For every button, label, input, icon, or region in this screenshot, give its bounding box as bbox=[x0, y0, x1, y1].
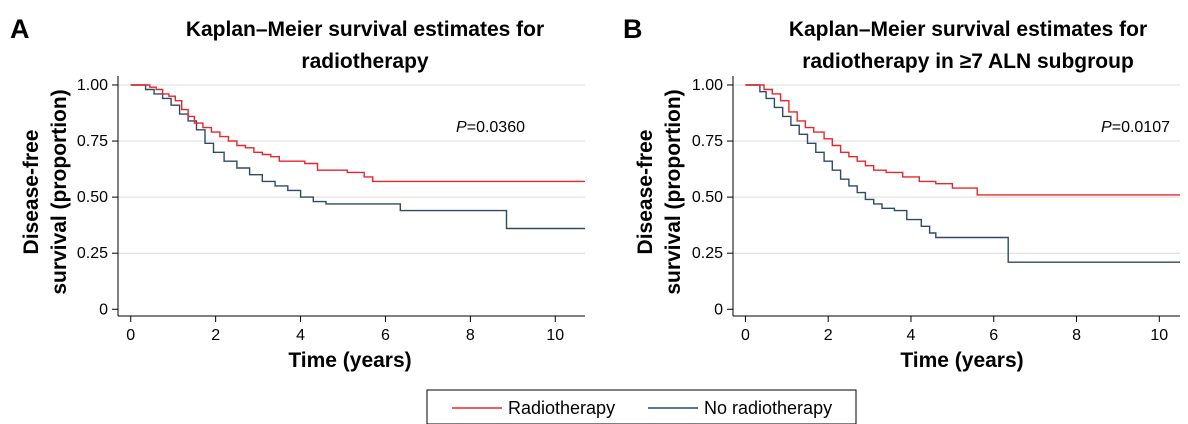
panel-b-x-tick-label: 4 bbox=[907, 327, 916, 344]
panel-b-plot-area: 0 0.25 0.50 0.75 1.00 0 2 4 6 8 10 bbox=[692, 76, 1180, 344]
panel-a-curve-no-radiotherapy bbox=[130, 84, 585, 230]
panel-a-y-tick-label: 0.50 bbox=[77, 189, 108, 206]
panel-a-x-tick-label: 2 bbox=[211, 327, 220, 344]
legend: Radiotherapy No radiotherapy bbox=[426, 389, 857, 424]
panel-b-x-tick-label: 10 bbox=[1150, 327, 1168, 344]
panel-a-plot-area: 0 0.25 0.50 0.75 1.00 0 2 4 6 8 10 bbox=[77, 76, 585, 344]
panel-b-y-tick-label: 0.75 bbox=[692, 133, 723, 150]
panel-b-x-tick-label: 6 bbox=[989, 327, 998, 344]
panel-a-curve-radiotherapy bbox=[130, 84, 585, 183]
panel-a-letter: A bbox=[10, 14, 30, 44]
panel-b-x-tick-label: 2 bbox=[824, 327, 833, 344]
legend-label-radiotherapy: Radiotherapy bbox=[508, 398, 615, 418]
panel-b-curve-no-radiotherapy bbox=[745, 84, 1180, 263]
panel-b-curve-radiotherapy bbox=[745, 84, 1180, 196]
panel-a-p-prefix: P bbox=[456, 119, 467, 136]
panel-a-p-number: =0.0360 bbox=[467, 119, 525, 136]
panel-b-y-tick-label: 0.50 bbox=[692, 189, 723, 206]
panel-b-y-tick-label: 1.00 bbox=[692, 77, 723, 94]
panel-a-x-tick-label: 0 bbox=[126, 327, 135, 344]
panel-a-y-tick-label: 1.00 bbox=[77, 77, 108, 94]
panel-a-x-tick-label: 10 bbox=[546, 327, 564, 344]
panel-a-p-value: P=0.0360 bbox=[456, 119, 525, 136]
panel-b-xlabel: Time (years) bbox=[900, 349, 1023, 372]
panel-a-x-tick-label: 4 bbox=[296, 327, 305, 344]
panel-a-y-tick-label: 0.75 bbox=[77, 133, 108, 150]
panel-a-ylabel-line-1: Disease-free bbox=[20, 130, 43, 255]
panel-b-x-tick-label: 0 bbox=[741, 327, 750, 344]
panel-a-x-tick-label: 6 bbox=[381, 327, 390, 344]
legend-box bbox=[426, 389, 857, 424]
panel-a-y-tick-label: 0.25 bbox=[77, 245, 108, 262]
panel-b-x-tick-label: 8 bbox=[1072, 327, 1081, 344]
panel-a-title-line-2: radiotherapy bbox=[301, 50, 429, 73]
panel-a-title-line-1: Kaplan–Meier survival estimates for bbox=[186, 18, 544, 41]
panel-b-p-number: =0.0107 bbox=[1112, 119, 1170, 136]
panel-a-y-tick-label: 0 bbox=[99, 301, 108, 318]
panel-b-title-line-2: radiotherapy in ≥7 ALN subgroup bbox=[802, 50, 1134, 73]
panel-b-ylabel-line-1: Disease-free bbox=[634, 130, 657, 255]
panel-a-x-tick-label: 8 bbox=[466, 327, 475, 344]
panel-a-xlabel: Time (years) bbox=[288, 349, 411, 372]
panel-b-y-tick-label: 0.25 bbox=[692, 245, 723, 262]
panel-b-letter: B bbox=[623, 14, 643, 44]
panel-b-p-value: P=0.0107 bbox=[1101, 119, 1170, 136]
panel-b-title-line-1: Kaplan–Meier survival estimates for bbox=[789, 18, 1147, 41]
panel-b-ylabel-line-2: survival (proportion) bbox=[662, 89, 685, 294]
panel-b-y-tick-label: 0 bbox=[714, 301, 723, 318]
legend-label-no-radiotherapy: No radiotherapy bbox=[704, 398, 832, 418]
panel-a-ylabel-line-2: survival (proportion) bbox=[48, 89, 71, 294]
panel-b-p-prefix: P bbox=[1101, 119, 1112, 136]
